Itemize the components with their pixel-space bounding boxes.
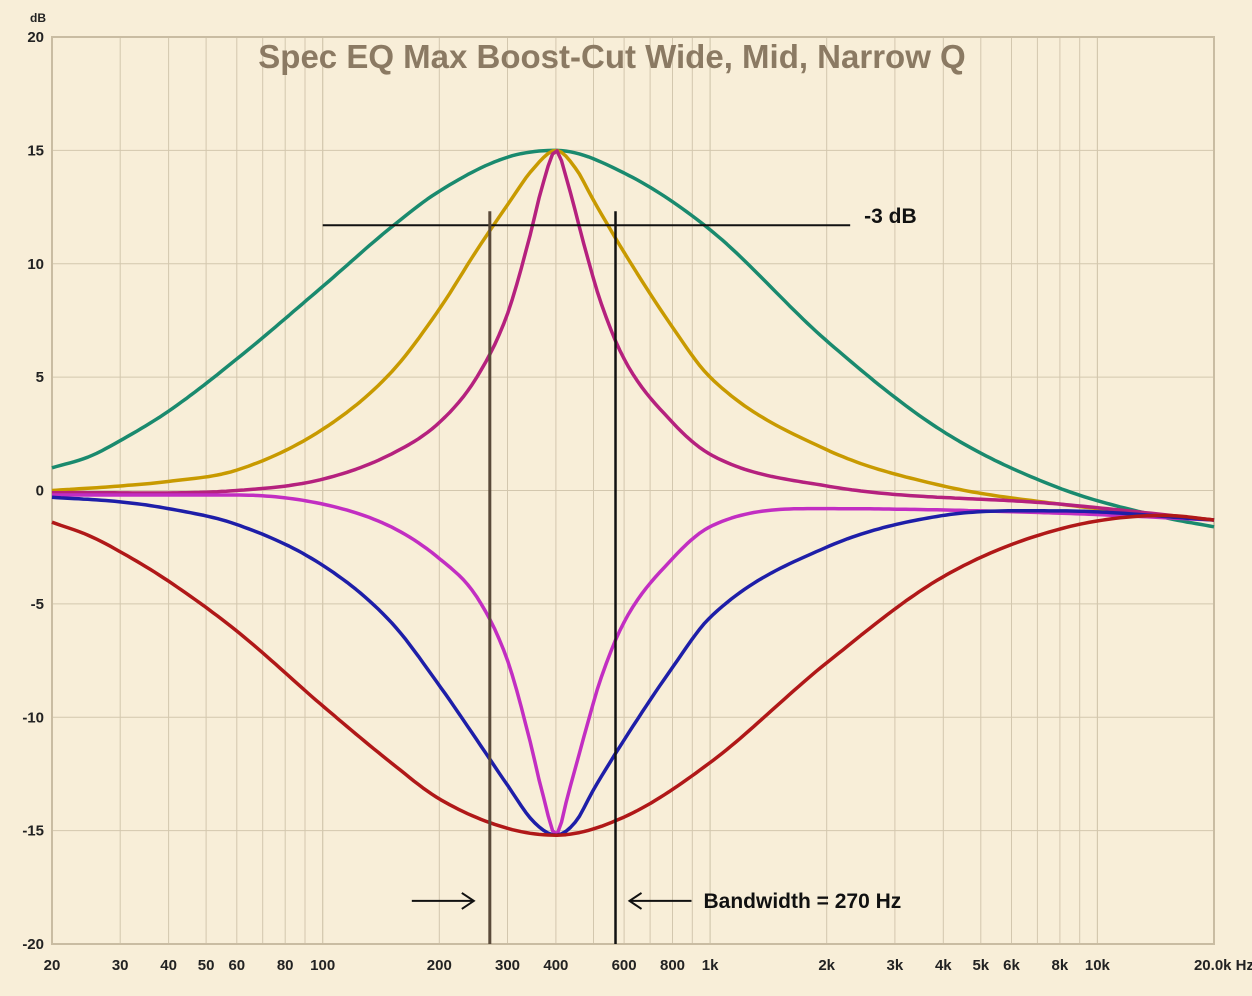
y-tick-label: -20 <box>22 936 44 953</box>
x-tick-label: 100 <box>310 957 335 974</box>
x-tick-label: 3k <box>887 957 904 974</box>
chart-title: Spec EQ Max Boost-Cut Wide, Mid, Narrow … <box>258 38 965 75</box>
x-tick-label: 40 <box>160 957 177 974</box>
x-tick-label: 600 <box>612 957 637 974</box>
y-tick-label: -15 <box>22 823 44 840</box>
y-tick-label: -5 <box>31 596 44 613</box>
x-tick-label: 200 <box>427 957 452 974</box>
x-tick-label: 6k <box>1003 957 1020 974</box>
y-tick-labels: 20 15 10 5 0 -5 -10 -15 -20 <box>22 29 44 953</box>
x-tick-label: 50 <box>198 957 215 974</box>
y-tick-label: -10 <box>22 709 44 726</box>
y-tick-label: 0 <box>36 483 44 500</box>
series-layer <box>51 148 1215 837</box>
x-tick-label: 60 <box>228 957 245 974</box>
x-tick-label: 400 <box>543 957 568 974</box>
y-tick-label: 5 <box>36 369 44 386</box>
series-line-2 <box>51 148 1215 522</box>
series-line-1 <box>51 148 1215 529</box>
left-arrow-icon <box>627 892 692 910</box>
x-tick-label: 10k <box>1085 957 1111 974</box>
left-arrow-head <box>627 892 643 910</box>
right-arrow-icon <box>411 892 476 910</box>
series-line-6 <box>51 513 1215 837</box>
x-tick-label: 80 <box>277 957 294 974</box>
y-tick-label: 10 <box>27 256 44 273</box>
series-line-5 <box>51 495 1215 837</box>
minus-3db-label: -3 dB <box>864 205 917 228</box>
right-arrow-head <box>461 892 476 910</box>
x-tick-label: 8k <box>1052 957 1069 974</box>
y-axis-unit-label: dB <box>30 11 46 25</box>
x-tick-label: 800 <box>660 957 685 974</box>
x-tick-label: 2k <box>818 957 835 974</box>
x-tick-label: 300 <box>495 957 520 974</box>
bandwidth-label: Bandwidth = 270 Hz <box>704 890 902 913</box>
y-tick-label: 15 <box>27 142 44 159</box>
series-line-3 <box>51 149 1215 522</box>
x-tick-label: 30 <box>112 957 129 974</box>
annotation-layer: -3 dB Bandwidth = 270 Hz <box>322 205 917 944</box>
x-tick-label: 20 <box>44 957 61 974</box>
x-tick-label: 1k <box>702 957 719 974</box>
x-tick-labels: 20 30 40 50 60 80 100 200 300 400 600 800 1k 2k 3k 4k 5k… <box>44 957 1252 974</box>
x-tick-label: 20.0k Hz <box>1194 957 1252 974</box>
x-tick-label: 5k <box>972 957 989 974</box>
y-tick-label: 20 <box>27 29 44 46</box>
x-tick-label: 4k <box>935 957 952 974</box>
